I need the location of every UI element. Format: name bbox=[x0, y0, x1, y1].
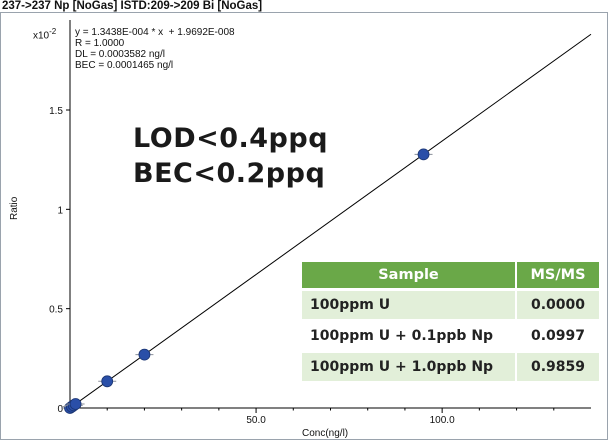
table-cell-value: 0.0000 bbox=[515, 291, 599, 319]
y-tick-label: 0 bbox=[57, 404, 63, 415]
chart-title: 237->237 Np [NoGas] ISTD:209->209 Bi [No… bbox=[2, 0, 263, 12]
y-tick-label: 1.5 bbox=[49, 106, 63, 117]
calibration-info: y = 1.3438E-004 * x + 1.9692E-008 R = 1.… bbox=[75, 27, 235, 71]
results-table: Sample MS/MS 100ppm U 0.0000 100ppm U + … bbox=[302, 259, 599, 384]
calibration-dl: DL = 0.0003582 ng/l bbox=[75, 49, 165, 60]
calibration-equation: y = 1.3438E-004 * x + 1.9692E-008 bbox=[75, 27, 235, 38]
table-header-sample: Sample bbox=[302, 262, 515, 288]
calibration-r: R = 1.0000 bbox=[75, 38, 125, 49]
data-point bbox=[69, 398, 82, 410]
y-tick-label: 0.5 bbox=[49, 305, 63, 316]
table-row: 100ppm U + 0.1ppb Np 0.0997 bbox=[302, 322, 599, 350]
calibration-bec: BEC = 0.0001465 ng/l bbox=[75, 60, 174, 71]
x-tick-label: 50.0 bbox=[246, 415, 266, 426]
y-tick-label: 1 bbox=[57, 205, 63, 216]
table-cell-sample: 100ppm U bbox=[302, 291, 515, 319]
table-cell-value: 0.9859 bbox=[515, 353, 599, 381]
data-point bbox=[417, 148, 430, 161]
table-cell-sample: 100ppm U + 1.0ppb Np bbox=[302, 353, 515, 381]
x-axis-label: Conc(ng/l) bbox=[302, 428, 349, 439]
bec-highlight: BEC<0.2ppq bbox=[133, 158, 326, 189]
y-axis-label: Ratio bbox=[9, 196, 20, 220]
x-tick-label: 100.0 bbox=[430, 415, 455, 426]
fit-line bbox=[69, 33, 592, 409]
data-point bbox=[101, 375, 114, 388]
table-cell-sample: 100ppm U + 0.1ppb Np bbox=[302, 322, 515, 350]
table-cell-value: 0.0997 bbox=[515, 322, 599, 350]
y-multiplier: x10-2 bbox=[33, 27, 57, 42]
table-row: 100ppm U + 1.0ppb Np 0.9859 bbox=[302, 353, 599, 381]
table-row: 100ppm U 0.0000 bbox=[302, 291, 599, 319]
table-header-msms: MS/MS bbox=[515, 262, 599, 288]
lod-highlight: LOD<0.4ppq bbox=[133, 123, 329, 154]
data-point bbox=[138, 348, 151, 361]
